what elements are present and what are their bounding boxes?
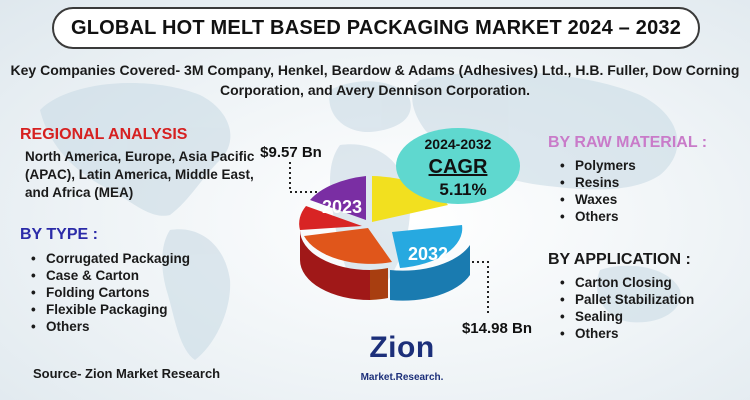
zion-logo: Zion Market.Research.	[352, 331, 452, 395]
regional-analysis-heading: REGIONAL ANALYSIS	[20, 126, 188, 143]
pie-slice	[299, 206, 362, 230]
pie-slice-side	[370, 268, 388, 300]
list-item: Others	[558, 208, 636, 225]
list-item: Case & Carton	[29, 267, 190, 284]
by-application-list: Carton Closing Pallet Stabilization Seal…	[558, 274, 694, 342]
list-item: Corrugated Packaging	[29, 250, 190, 267]
list-item: Folding Cartons	[29, 284, 190, 301]
pie-slice	[372, 176, 448, 222]
list-item: Polymers	[558, 157, 636, 174]
source-note: Source- Zion Market Research	[33, 366, 221, 381]
list-item: Others	[558, 325, 694, 342]
by-raw-material-heading: BY RAW MATERIAL :	[548, 134, 708, 151]
start-year-label: 2023	[322, 197, 362, 217]
start-value-connector	[289, 162, 318, 193]
pie-slice	[304, 228, 392, 264]
list-item: Pallet Stabilization	[558, 291, 694, 308]
list-item: Carton Closing	[558, 274, 694, 291]
pie-slice	[310, 176, 366, 220]
by-type-heading: BY TYPE :	[20, 226, 98, 243]
end-value-connector	[462, 261, 489, 313]
companies-covered: Key Companies Covered- 3M Company, Henke…	[10, 62, 740, 98]
end-year-label: 2032	[408, 244, 448, 264]
pie-slice-side	[300, 230, 370, 300]
list-item: Flexible Packaging	[29, 301, 190, 318]
logo-subtext: Market.Research.	[360, 372, 444, 383]
cagr-period: 2024-2032	[425, 136, 492, 152]
regional-analysis-text: North America, Europe, Asia Pacific (APA…	[25, 149, 255, 200]
list-item: Resins	[558, 174, 636, 191]
pie-slice-side	[390, 245, 470, 301]
start-value-label: $9.57 Bn	[260, 144, 322, 161]
end-value-label: $14.98 Bn	[462, 320, 532, 337]
cagr-bubble	[396, 128, 520, 204]
pie-side-walls	[300, 230, 470, 301]
logo-wordmark: Zion	[369, 331, 435, 364]
list-item: Others	[29, 318, 190, 335]
list-item: Sealing	[558, 308, 694, 325]
page-title: GLOBAL HOT MELT BASED PACKAGING MARKET 2…	[52, 7, 700, 49]
list-item: Waxes	[558, 191, 636, 208]
by-type-list: Corrugated Packaging Case & Carton Foldi…	[29, 250, 190, 335]
pie-slice	[392, 225, 463, 268]
by-application-heading: BY APPLICATION :	[548, 251, 691, 268]
cagr-value: 5.11%	[439, 180, 486, 199]
by-raw-material-list: Polymers Resins Waxes Others	[558, 157, 636, 225]
cagr-label: CAGR	[429, 156, 488, 178]
